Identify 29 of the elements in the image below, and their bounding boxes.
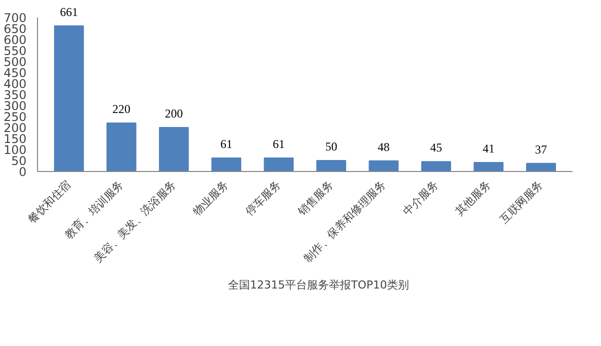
- data-label: 41: [482, 141, 495, 156]
- bar: [158, 126, 189, 172]
- x-tick-label: 销售服务: [294, 178, 336, 219]
- data-label: 200: [164, 106, 183, 120]
- data-label: 220: [112, 102, 130, 116]
- bar: [264, 158, 294, 172]
- bar: [526, 162, 556, 172]
- x-tick-label: 餐饮和住宿: [25, 178, 74, 226]
- data-label: 48: [378, 140, 390, 154]
- data-label: 61: [220, 137, 232, 152]
- x-tick-label: 中介服务: [400, 178, 441, 218]
- bar: [474, 162, 504, 172]
- bar: [54, 25, 84, 172]
- data-label: 37: [535, 142, 548, 156]
- x-tick-label: 物业服务: [190, 178, 231, 218]
- bar: [316, 160, 346, 172]
- data-label: 45: [430, 140, 442, 155]
- text: 全国12315平台服务举报TOP10类别: [228, 278, 410, 292]
- bar: [106, 122, 136, 172]
- x-tick-label: 其他服务: [452, 178, 494, 218]
- data-label: 61: [272, 137, 285, 152]
- data-label: 50: [325, 139, 338, 154]
- data-label: 661: [60, 4, 78, 19]
- x-tick-label: 停车服务: [243, 178, 284, 218]
- bar: [368, 160, 399, 172]
- bar: [211, 158, 242, 172]
- x-tick-label: 互联网服务: [498, 178, 546, 226]
- y-tick-label: 0: [18, 165, 27, 179]
- bar: [421, 161, 452, 172]
